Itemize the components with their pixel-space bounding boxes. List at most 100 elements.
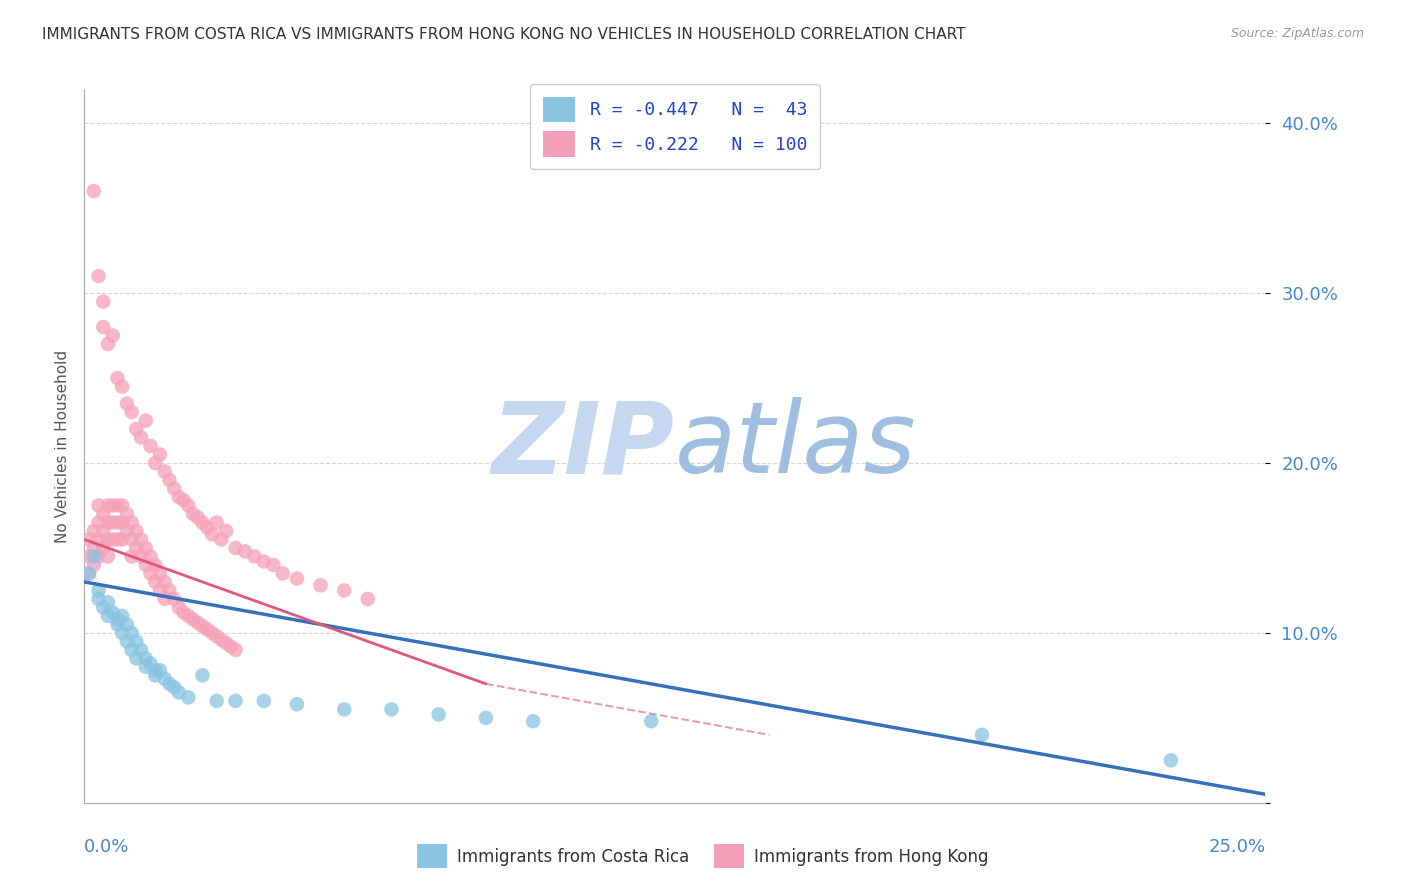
Point: [475, 711, 498, 725]
Point: [111, 626, 134, 640]
Point: [83, 549, 105, 564]
Point: [129, 643, 152, 657]
Point: [253, 694, 276, 708]
Point: [121, 549, 143, 564]
Point: [135, 413, 157, 427]
Point: [640, 714, 662, 729]
Point: [107, 499, 129, 513]
Point: [83, 558, 105, 572]
Point: [163, 680, 186, 694]
Point: [153, 465, 176, 479]
Point: [77, 566, 100, 581]
Point: [125, 541, 148, 555]
Point: [285, 698, 308, 712]
Point: [157, 677, 180, 691]
Legend: R = -0.447   N =  43, R = -0.222   N = 100: R = -0.447 N = 43, R = -0.222 N = 100: [530, 84, 820, 169]
Point: [285, 572, 308, 586]
Point: [97, 516, 120, 530]
Point: [149, 566, 172, 581]
Point: [143, 456, 166, 470]
Point: [357, 591, 380, 606]
Point: [201, 626, 224, 640]
Text: 25.0%: 25.0%: [1208, 838, 1265, 856]
Point: [121, 516, 143, 530]
Point: [121, 533, 143, 547]
Point: [209, 632, 232, 647]
Point: [87, 516, 110, 530]
Point: [191, 516, 214, 530]
Point: [205, 516, 228, 530]
Legend: Immigrants from Costa Rica, Immigrants from Hong Kong: Immigrants from Costa Rica, Immigrants f…: [411, 838, 995, 875]
Point: [101, 516, 124, 530]
Point: [77, 549, 100, 564]
Point: [129, 533, 152, 547]
Point: [97, 499, 120, 513]
Point: [191, 619, 214, 633]
Point: [111, 516, 134, 530]
Text: Source: ZipAtlas.com: Source: ZipAtlas.com: [1230, 27, 1364, 40]
Point: [187, 615, 209, 630]
Text: atlas: atlas: [675, 398, 917, 494]
Point: [111, 379, 134, 393]
Point: [121, 643, 143, 657]
Point: [173, 606, 195, 620]
Point: [153, 591, 176, 606]
Point: [107, 617, 129, 632]
Point: [143, 663, 166, 677]
Point: [87, 533, 110, 547]
Point: [91, 541, 114, 555]
Point: [177, 608, 200, 623]
Point: [87, 583, 110, 598]
Point: [77, 566, 100, 581]
Point: [111, 533, 134, 547]
Point: [87, 549, 110, 564]
Point: [91, 524, 114, 538]
Point: [233, 544, 256, 558]
Point: [143, 574, 166, 589]
Y-axis label: No Vehicles in Household: No Vehicles in Household: [55, 350, 70, 542]
Point: [97, 595, 120, 609]
Point: [153, 672, 176, 686]
Point: [125, 651, 148, 665]
Point: [77, 533, 100, 547]
Point: [115, 396, 138, 410]
Point: [125, 634, 148, 648]
Point: [139, 549, 162, 564]
Point: [135, 651, 157, 665]
Point: [121, 405, 143, 419]
Point: [149, 663, 172, 677]
Point: [143, 558, 166, 572]
Point: [111, 499, 134, 513]
Point: [195, 623, 218, 637]
Point: [101, 328, 124, 343]
Point: [195, 520, 218, 534]
Text: IMMIGRANTS FROM COSTA RICA VS IMMIGRANTS FROM HONG KONG NO VEHICLES IN HOUSEHOLD: IMMIGRANTS FROM COSTA RICA VS IMMIGRANTS…: [42, 27, 966, 42]
Point: [215, 636, 238, 650]
Point: [139, 657, 162, 671]
Point: [201, 527, 224, 541]
Point: [253, 555, 276, 569]
Point: [107, 371, 129, 385]
Point: [87, 499, 110, 513]
Point: [970, 728, 993, 742]
Point: [101, 606, 124, 620]
Point: [143, 668, 166, 682]
Point: [107, 533, 129, 547]
Point: [191, 668, 214, 682]
Point: [91, 320, 114, 334]
Point: [157, 473, 180, 487]
Point: [97, 337, 120, 351]
Point: [163, 591, 186, 606]
Point: [333, 583, 356, 598]
Point: [87, 269, 110, 284]
Point: [167, 490, 190, 504]
Point: [522, 714, 544, 729]
Point: [129, 430, 152, 444]
Point: [107, 516, 129, 530]
Point: [91, 600, 114, 615]
Point: [115, 617, 138, 632]
Point: [167, 600, 190, 615]
Point: [205, 629, 228, 643]
Point: [243, 549, 266, 564]
Point: [125, 422, 148, 436]
